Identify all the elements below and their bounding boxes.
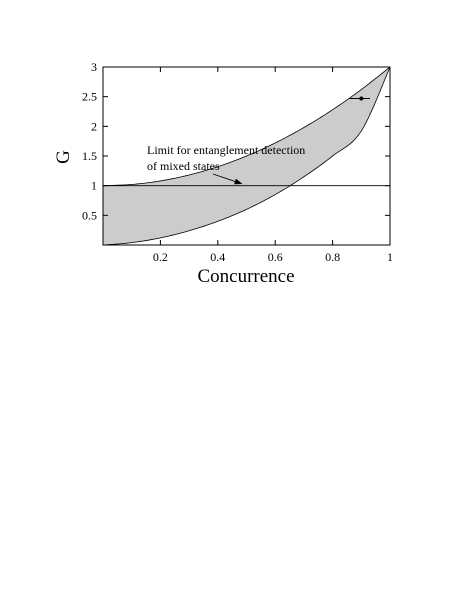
x-axis-label: Concurrence: [197, 266, 294, 287]
upper-boundary-curve: [102, 66, 391, 187]
x-tick-label: 0.2: [153, 250, 168, 264]
y-axis-label: G: [53, 150, 74, 164]
y-tick-label: 1.5: [82, 149, 97, 163]
y-tick-label: 0.5: [82, 208, 97, 222]
annotation-line-1: Limit for entanglement detection: [147, 143, 305, 157]
x-tick-label: 1: [387, 250, 393, 264]
y-tick-label: 3: [91, 60, 97, 74]
y-tick-label: 2.5: [82, 90, 97, 104]
x-axis-ticks: 0.2 0.4 0.6 0.8 1: [153, 67, 393, 264]
x-tick-label: 0.4: [210, 250, 225, 264]
y-tick-label: 1: [91, 179, 97, 193]
y-axis-ticks: 0.5 1 1.5 2 2.5 3: [82, 60, 390, 222]
data-point-marker: [359, 96, 364, 101]
x-tick-label: 0.8: [325, 250, 340, 264]
y-tick-label: 2: [91, 119, 97, 133]
annotation-arrow: [212, 173, 243, 185]
annotation-line-2: of mixed states: [147, 159, 220, 173]
x-tick-label: 0.6: [268, 250, 283, 264]
lower-boundary-curve: [102, 66, 391, 246]
